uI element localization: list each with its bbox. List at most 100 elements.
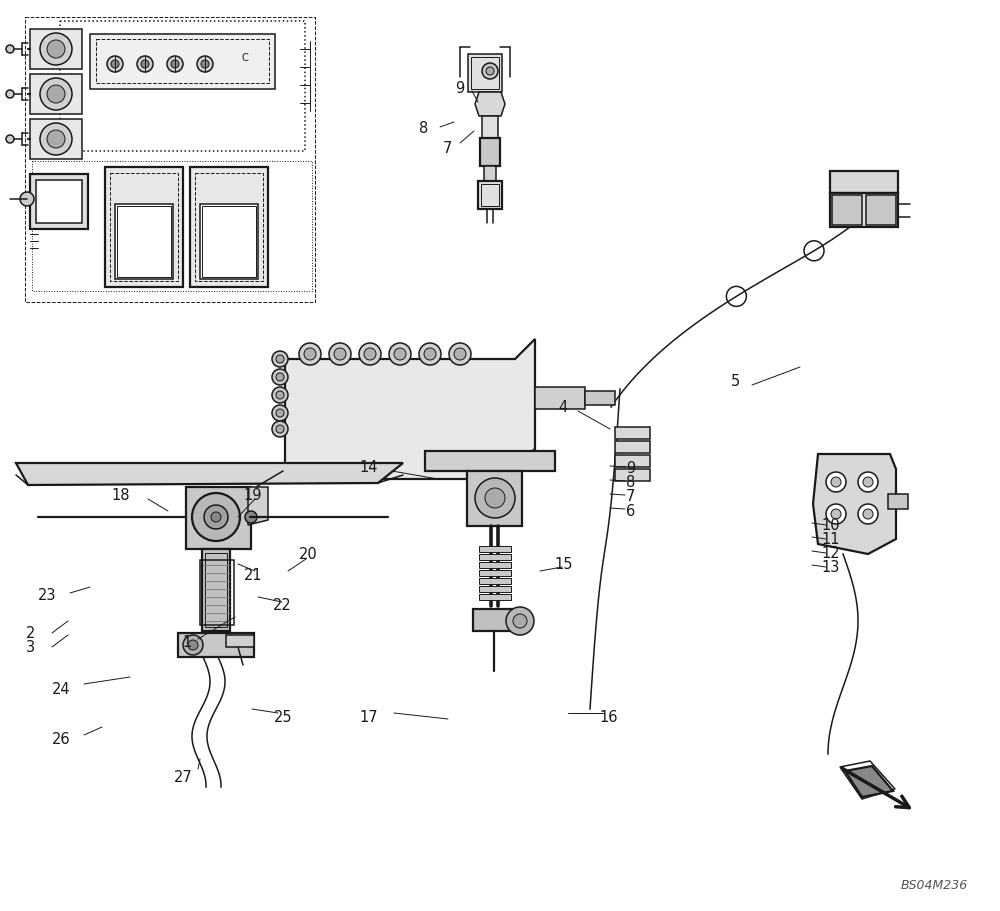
Circle shape — [389, 343, 411, 365]
Circle shape — [201, 61, 209, 69]
Bar — [30, 120, 82, 159]
Text: 23: 23 — [38, 588, 56, 603]
Bar — [615, 469, 650, 482]
Circle shape — [506, 608, 534, 635]
Bar — [30, 75, 82, 115]
Circle shape — [863, 477, 873, 487]
Bar — [115, 205, 173, 280]
Text: 17: 17 — [359, 710, 378, 725]
Circle shape — [863, 509, 873, 519]
Circle shape — [204, 506, 228, 529]
Bar — [186, 487, 251, 549]
Circle shape — [359, 343, 381, 365]
Text: 26: 26 — [51, 732, 70, 747]
Bar — [200, 205, 258, 280]
Bar — [830, 194, 898, 228]
Text: 20: 20 — [299, 547, 318, 562]
Bar — [200, 560, 234, 625]
Circle shape — [299, 343, 321, 365]
Circle shape — [111, 61, 119, 69]
Bar — [479, 570, 511, 577]
Text: 7: 7 — [443, 140, 452, 156]
Bar — [585, 392, 615, 405]
Circle shape — [513, 614, 527, 629]
Text: 13: 13 — [822, 560, 840, 575]
Text: 7: 7 — [626, 489, 635, 504]
Bar — [96, 40, 269, 84]
Circle shape — [486, 68, 494, 76]
Bar — [425, 452, 555, 472]
Text: 10: 10 — [821, 518, 840, 533]
Text: 2: 2 — [26, 626, 35, 640]
Circle shape — [419, 343, 441, 365]
Circle shape — [454, 349, 466, 361]
Circle shape — [394, 349, 406, 361]
Bar — [202, 549, 230, 631]
Text: 25: 25 — [273, 710, 292, 725]
Bar — [479, 594, 511, 600]
Bar — [479, 555, 511, 560]
Text: 8: 8 — [626, 475, 635, 490]
Text: 6: 6 — [626, 503, 635, 518]
Circle shape — [183, 635, 203, 655]
Bar — [30, 30, 82, 70]
Bar — [481, 185, 499, 207]
Text: 9: 9 — [455, 80, 464, 96]
Bar — [471, 58, 499, 90]
Text: 9: 9 — [626, 461, 635, 476]
Circle shape — [107, 57, 123, 73]
Circle shape — [188, 640, 198, 650]
Polygon shape — [248, 487, 268, 526]
Circle shape — [482, 64, 498, 80]
Bar — [90, 35, 275, 90]
Circle shape — [47, 131, 65, 148]
Bar — [105, 168, 183, 288]
Bar — [110, 174, 178, 281]
Polygon shape — [475, 93, 505, 117]
Circle shape — [171, 61, 179, 69]
Circle shape — [424, 349, 436, 361]
Circle shape — [6, 136, 14, 144]
Bar — [830, 172, 898, 194]
Text: BS04M236: BS04M236 — [901, 878, 968, 891]
Circle shape — [449, 343, 471, 365]
Polygon shape — [813, 455, 896, 555]
Bar — [473, 609, 517, 631]
Circle shape — [47, 41, 65, 59]
Circle shape — [334, 349, 346, 361]
Bar — [195, 174, 263, 281]
Bar — [484, 167, 496, 182]
Text: 27: 27 — [174, 770, 193, 784]
Bar — [888, 495, 908, 509]
Circle shape — [475, 478, 515, 518]
Bar — [25, 18, 315, 302]
Polygon shape — [840, 762, 895, 799]
Bar — [30, 175, 88, 230]
Circle shape — [40, 34, 72, 66]
Text: 5: 5 — [731, 374, 740, 389]
Circle shape — [276, 425, 284, 434]
Bar — [479, 562, 511, 568]
Bar — [482, 117, 498, 138]
Circle shape — [245, 511, 257, 524]
Polygon shape — [845, 766, 893, 797]
Circle shape — [276, 392, 284, 400]
Circle shape — [364, 349, 376, 361]
Circle shape — [192, 494, 240, 541]
Text: 15: 15 — [554, 557, 573, 572]
Bar — [32, 162, 312, 292]
Bar — [479, 587, 511, 592]
Circle shape — [137, 57, 153, 73]
Text: 4: 4 — [559, 400, 568, 415]
Bar — [615, 427, 650, 439]
Bar — [36, 180, 82, 224]
Text: 8: 8 — [419, 120, 428, 136]
Circle shape — [304, 349, 316, 361]
Circle shape — [47, 86, 65, 104]
Circle shape — [6, 91, 14, 99]
Circle shape — [272, 387, 288, 404]
Circle shape — [272, 352, 288, 368]
Text: 16: 16 — [600, 710, 618, 725]
Bar — [467, 472, 522, 527]
Circle shape — [40, 79, 72, 111]
